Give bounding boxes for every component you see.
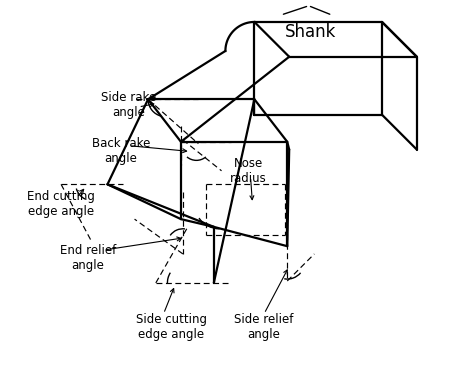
Text: End relief
angle: End relief angle bbox=[60, 244, 116, 272]
Text: Side cutting
edge angle: Side cutting edge angle bbox=[136, 314, 207, 341]
Text: Side relief
angle: Side relief angle bbox=[234, 314, 294, 341]
Text: Nose
radius: Nose radius bbox=[230, 157, 267, 185]
Text: Side rake
angle: Side rake angle bbox=[101, 91, 156, 119]
Text: Back rake
angle: Back rake angle bbox=[92, 137, 150, 165]
Text: Shank: Shank bbox=[285, 23, 336, 41]
Text: End cutting
edge angle: End cutting edge angle bbox=[27, 190, 95, 218]
